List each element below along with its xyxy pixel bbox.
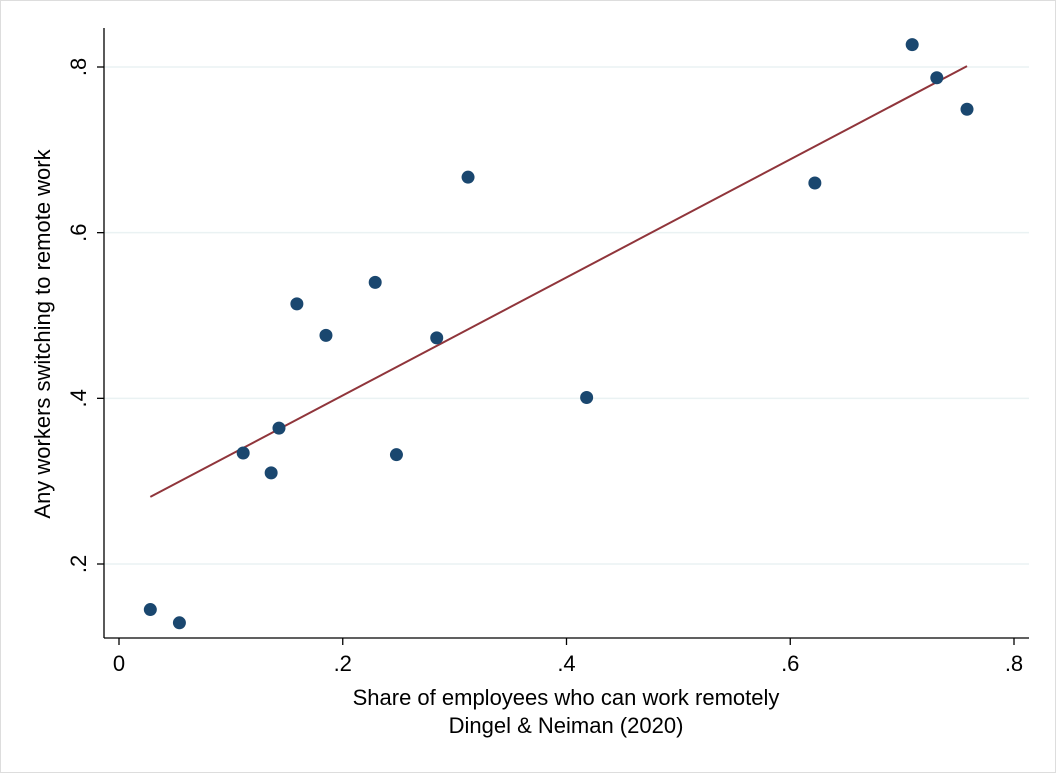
scatter-point <box>143 603 157 617</box>
y-tick-label: .8 <box>66 58 91 76</box>
y-axis-title: Any workers switching to remote work <box>30 148 55 518</box>
scatter-point <box>430 331 444 345</box>
scatter-point <box>272 421 286 435</box>
scatter-point <box>905 38 919 52</box>
y-tick-label: .2 <box>66 555 91 573</box>
x-tick-label: .4 <box>557 651 575 676</box>
axes <box>97 28 1029 645</box>
x-tick-label: .2 <box>334 651 352 676</box>
scatter-point <box>389 448 403 462</box>
x-tick-label: .8 <box>1005 651 1023 676</box>
data-points <box>143 38 974 630</box>
scatter-point <box>580 391 594 405</box>
x-tick-label: 0 <box>113 651 125 676</box>
scatter-point <box>172 616 186 630</box>
y-tick-label: .6 <box>66 223 91 241</box>
tick-labels: .2 .4 .6 .8 0 .2 .4 .6 .8 <box>66 58 1023 676</box>
x-axis-title: Share of employees who can work remotely <box>353 685 780 710</box>
scatter-point <box>290 297 304 311</box>
scatter-point <box>808 176 822 190</box>
scatter-point <box>461 170 475 184</box>
scatter-point <box>368 275 382 289</box>
x-tick-label: .6 <box>781 651 799 676</box>
y-tick-label: .4 <box>66 389 91 407</box>
scatter-point <box>930 71 944 85</box>
scatter-point <box>960 102 974 116</box>
scatter-point <box>319 328 333 342</box>
scatter-point <box>236 446 250 460</box>
x-axis-subtitle: Dingel & Neiman (2020) <box>449 713 684 738</box>
scatter-point <box>264 466 278 480</box>
fit-line <box>149 65 968 498</box>
fit-line-group <box>149 65 968 498</box>
grid-lines <box>104 66 1029 565</box>
